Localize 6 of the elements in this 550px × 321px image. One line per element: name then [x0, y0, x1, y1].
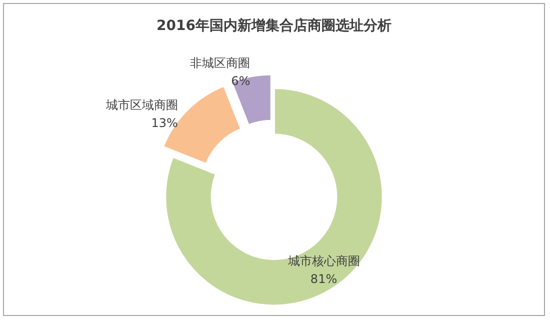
- chart-title: 2016年国内新增集合店商圈选址分析: [156, 17, 392, 34]
- slice-label: 城市区域商圈: [104, 98, 178, 112]
- data-label: 81%: [310, 272, 338, 286]
- slice-label: 城市核心商圈: [286, 254, 360, 268]
- data-label: 13%: [151, 116, 178, 130]
- slice-label: 非城区商圈: [190, 56, 250, 70]
